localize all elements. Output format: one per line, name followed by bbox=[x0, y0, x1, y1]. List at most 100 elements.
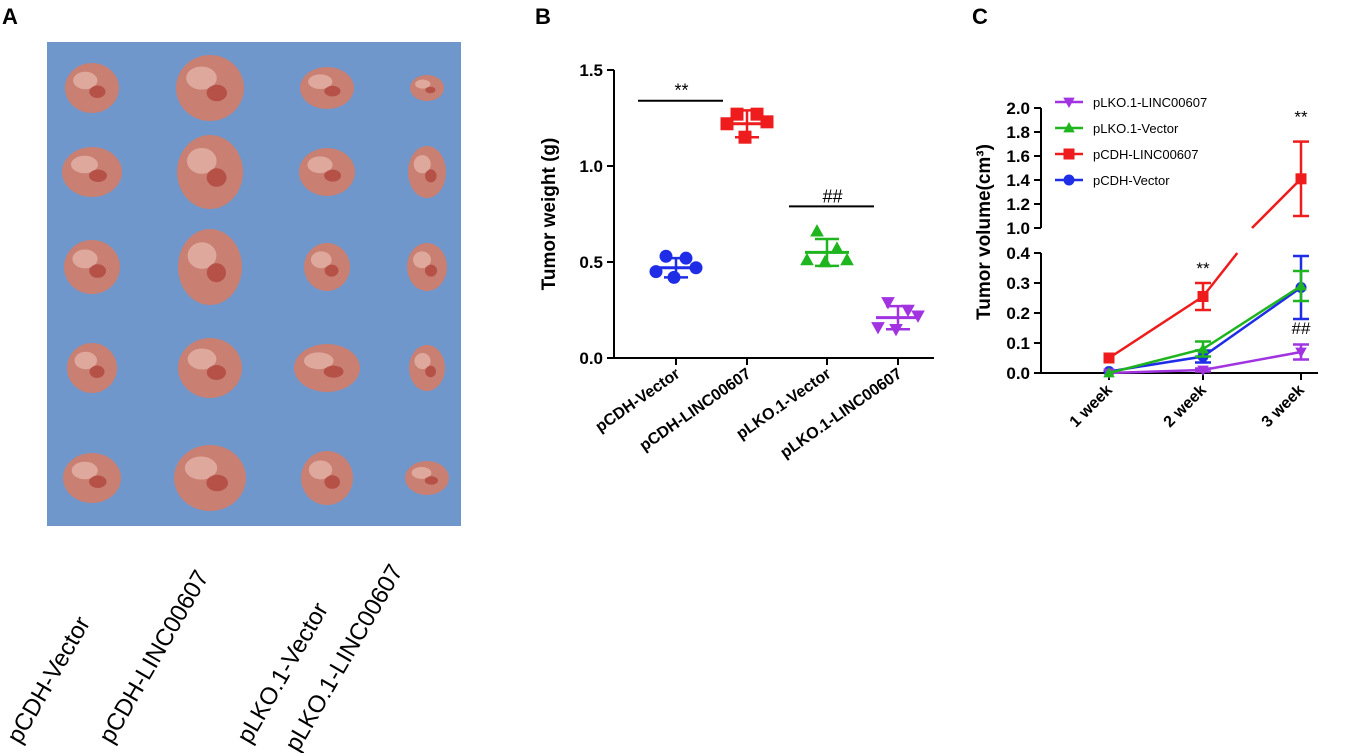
tumor-highlight bbox=[413, 155, 431, 174]
chart-b-data-point bbox=[881, 297, 895, 310]
chart-c-data-point bbox=[1295, 347, 1307, 359]
chart-c-legend-label: pCDH-LINC00607 bbox=[1093, 147, 1199, 162]
chart-c-data-point bbox=[1197, 291, 1209, 302]
tumor-shadow bbox=[425, 264, 437, 277]
chart-b-y-tick-label: 1.5 bbox=[579, 61, 603, 80]
tumor-shadow bbox=[206, 168, 227, 187]
chart-c-legend-swatch-marker bbox=[1063, 148, 1075, 160]
tumor-highlight bbox=[307, 156, 333, 174]
chart-b-data-point bbox=[871, 322, 885, 335]
chart-c-data-point bbox=[1295, 173, 1307, 185]
tumor-shadow bbox=[206, 84, 227, 102]
chart-b-data-point bbox=[830, 241, 844, 254]
chart-c-legend-swatch-marker bbox=[1063, 174, 1075, 186]
tumor-shadow bbox=[89, 475, 107, 488]
tumor-shadow bbox=[425, 169, 437, 183]
tumor-highlight bbox=[71, 155, 98, 174]
chart-b-data-point bbox=[760, 115, 774, 129]
tumor-shadow bbox=[324, 85, 341, 97]
chart-c-y-tick-label: 1.0 bbox=[1006, 219, 1030, 238]
tumor-shadow bbox=[89, 169, 107, 182]
chart-c-data-point bbox=[1197, 342, 1209, 354]
tumor-highlight bbox=[187, 348, 217, 370]
chart-c-y-tick-label: 0.1 bbox=[1006, 334, 1030, 353]
tumor-shadow bbox=[425, 86, 436, 94]
tumor-shadow bbox=[425, 365, 436, 378]
chart-b-data-point bbox=[901, 304, 915, 318]
photo-caption-1: pCDH-Vector bbox=[2, 612, 96, 748]
tumor-shadow bbox=[206, 474, 228, 492]
tumor-shadow bbox=[89, 365, 105, 378]
chart-b-ylabel: Tumor weight (g) bbox=[539, 138, 560, 291]
chart-b-y-tick-label: 0.5 bbox=[579, 253, 603, 272]
tumor-weight-chart: Tumor weight (g) 0.00.51.01.5pCDH-Vector… bbox=[539, 61, 934, 462]
chart-c-legend-label: pLKO.1-LINC00607 bbox=[1093, 95, 1207, 110]
chart-c-y-tick-label: 1.8 bbox=[1006, 123, 1030, 142]
tumor-shadow bbox=[324, 169, 341, 182]
chart-c-significance-label: ** bbox=[1196, 259, 1210, 278]
chart-c-x-tick-label: 3 week bbox=[1259, 382, 1308, 431]
chart-b-data-point bbox=[810, 224, 824, 237]
chart-b-data-point bbox=[840, 252, 854, 266]
tumor-shadow bbox=[89, 264, 106, 278]
tumor-shadow bbox=[324, 264, 339, 277]
chart-c-significance-label: ## bbox=[1292, 319, 1311, 338]
chart-b-data-point bbox=[818, 254, 832, 268]
tumor-volume-chart: Tumor volume(cm³) 0.0 0.1 0.2 0.3 0.4 1.0 1.2 1… bbox=[974, 95, 1318, 431]
tumor-highlight bbox=[186, 147, 217, 174]
tumor-highlight bbox=[411, 466, 432, 479]
chart-c-legend-label: pCDH-Vector bbox=[1093, 173, 1170, 188]
tumor-highlight bbox=[308, 74, 333, 90]
tumor-highlight bbox=[310, 251, 332, 269]
chart-c-data-point bbox=[1103, 352, 1115, 364]
tumor-highlight bbox=[73, 71, 98, 90]
chart-b-y-tick-label: 0.0 bbox=[579, 349, 603, 368]
tumor-shadow bbox=[89, 85, 106, 98]
chart-b-x-tick-label: pLKO.1-LINC00607 bbox=[778, 365, 906, 462]
chart-c-y-tick-label: 0.4 bbox=[1006, 244, 1030, 263]
photo-caption-2: pCDH-LINC00607 bbox=[94, 566, 215, 748]
tumor-shadow bbox=[323, 365, 344, 378]
tumor-highlight bbox=[71, 461, 98, 480]
tumor-photo-background bbox=[47, 42, 461, 526]
chart-b-data-point bbox=[659, 249, 673, 263]
tumor-photo-panel: pCDH-Vector pCDH-LINC00607 pLKO.1-Vector… bbox=[2, 42, 461, 753]
chart-c-y-tick-label: 2.0 bbox=[1006, 99, 1030, 118]
tumor-highlight bbox=[187, 242, 217, 269]
chart-c-y-tick-label: 0.2 bbox=[1006, 304, 1030, 323]
panel-a-label: A bbox=[2, 4, 18, 29]
chart-b-significance-label: ## bbox=[822, 186, 842, 206]
tumor-highlight bbox=[74, 351, 97, 370]
chart-c-y-tick-label: 1.6 bbox=[1006, 147, 1030, 166]
tumor-shadow bbox=[324, 475, 341, 489]
chart-c-y-tick-label: 1.4 bbox=[1006, 171, 1030, 190]
chart-b-data-point bbox=[800, 252, 814, 266]
tumor-highlight bbox=[414, 353, 431, 370]
chart-b-significance-label: ** bbox=[674, 81, 688, 101]
chart-c-x-tick-label: 1 week bbox=[1067, 382, 1116, 431]
tumor-shadow bbox=[206, 263, 226, 283]
chart-c-x-tick-label: 2 week bbox=[1161, 382, 1210, 431]
panel-c-label: C bbox=[972, 4, 988, 29]
chart-c-y-tick-label: 0.3 bbox=[1006, 274, 1030, 293]
chart-c-data-point bbox=[1103, 366, 1115, 378]
tumor-highlight bbox=[415, 79, 431, 89]
chart-c-legend-swatch-marker bbox=[1063, 97, 1075, 109]
chart-c-data-point bbox=[1295, 279, 1307, 291]
chart-c-legend-swatch-marker bbox=[1063, 121, 1075, 133]
tumor-shadow bbox=[206, 365, 226, 380]
chart-c-y-tick-label: 0.0 bbox=[1006, 364, 1030, 383]
tumor-highlight bbox=[186, 66, 217, 90]
tumor-highlight bbox=[184, 456, 218, 480]
tumor-highlight bbox=[308, 460, 333, 480]
tumor-shadow bbox=[424, 476, 438, 485]
chart-c-significance-label: ** bbox=[1294, 107, 1308, 126]
chart-c-legend-label: pLKO.1-Vector bbox=[1093, 121, 1179, 136]
tumor-highlight bbox=[72, 249, 98, 269]
panel-b-label: B bbox=[535, 4, 551, 29]
chart-c-data-point bbox=[1197, 365, 1209, 377]
tumor-highlight bbox=[303, 352, 334, 370]
tumor-highlight bbox=[413, 251, 431, 269]
chart-c-ylabel: Tumor volume(cm³) bbox=[974, 144, 995, 320]
